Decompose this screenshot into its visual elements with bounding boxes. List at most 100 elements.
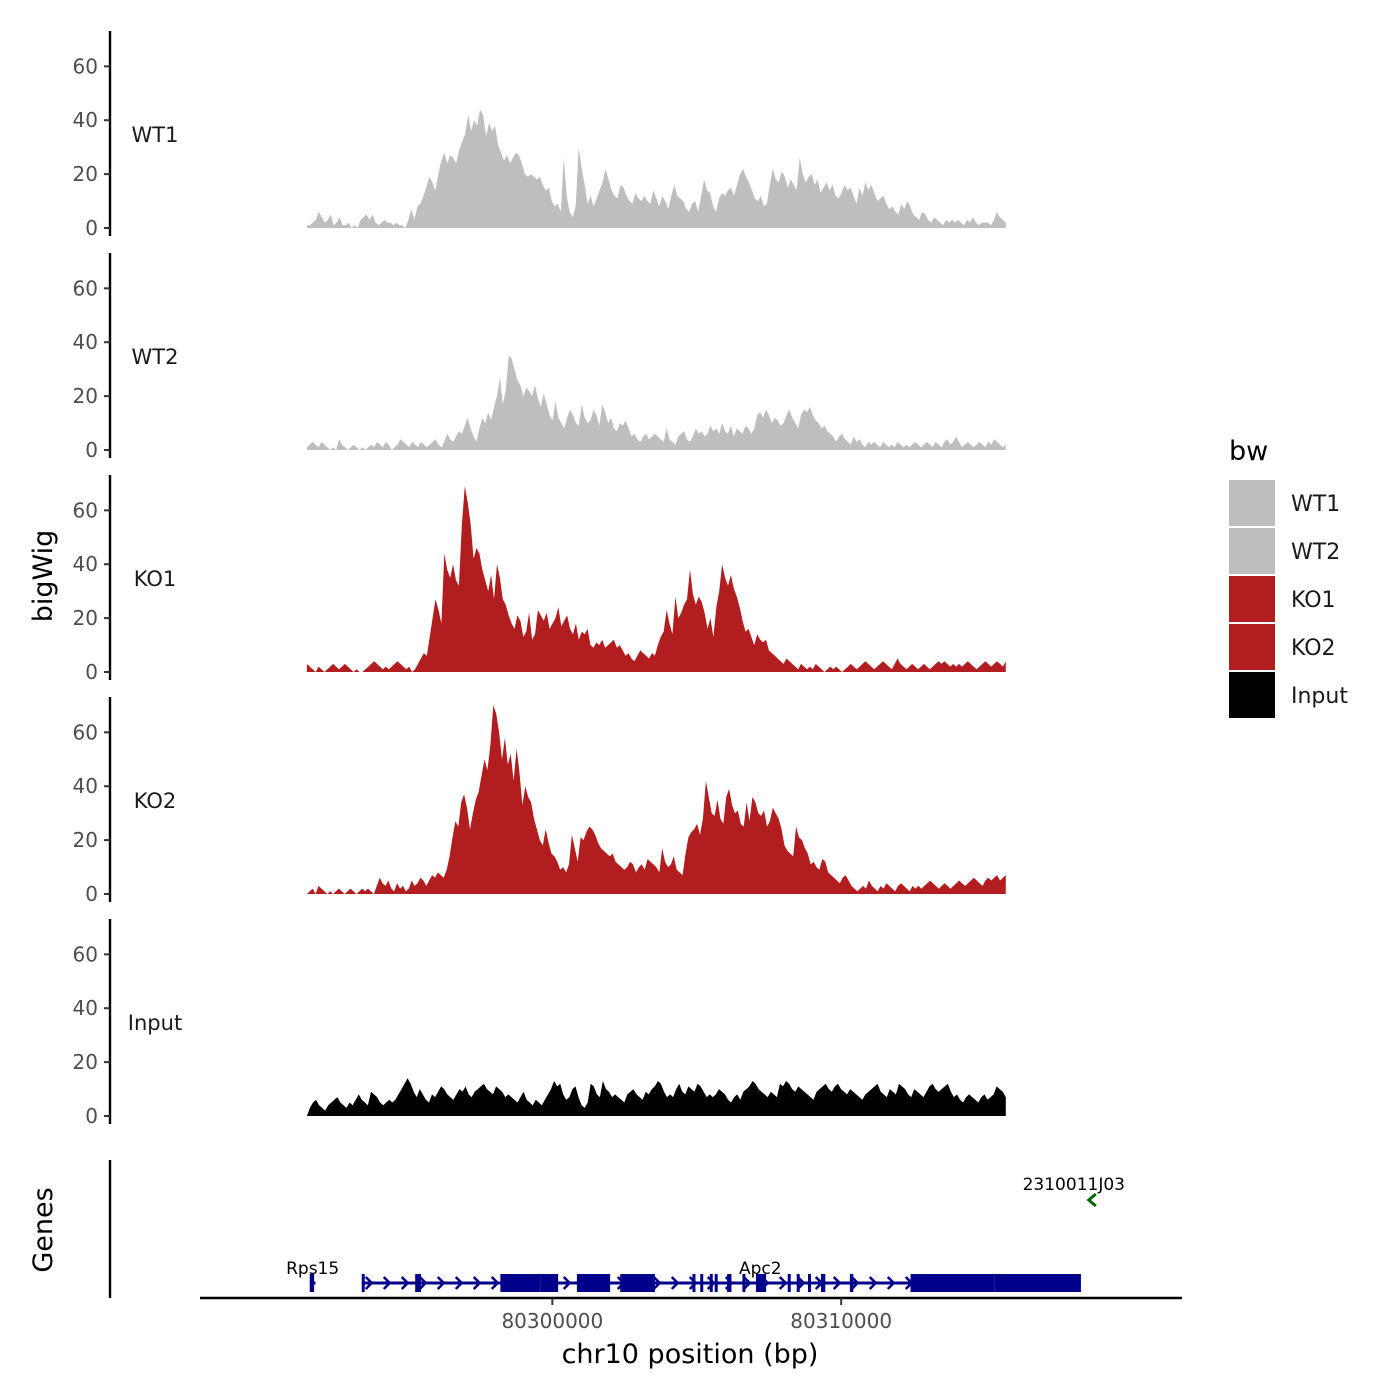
y-tick-label: 0: [85, 216, 98, 240]
area-input: [306, 1078, 1006, 1116]
legend-title: bw: [1229, 436, 1268, 467]
legend-label: WT2: [1291, 540, 1340, 565]
gene-exon: [755, 1274, 767, 1292]
panel-label: WT2: [132, 345, 179, 369]
gene-exon: [361, 1274, 365, 1292]
y-tick-label: 40: [73, 552, 98, 576]
y-tick-label: 60: [73, 942, 98, 966]
legend-swatch: [1229, 672, 1275, 718]
legend-label: KO1: [1291, 588, 1336, 613]
legend-item-wt2: WT2: [1229, 528, 1340, 574]
gene-exon: [787, 1274, 791, 1292]
gene-exon: [714, 1274, 718, 1292]
gene-exon: [849, 1274, 854, 1292]
gene-exon: [709, 1274, 713, 1292]
panel-label: WT1: [132, 123, 179, 147]
x-axis-title: chr10 position (bp): [562, 1339, 819, 1370]
gene-strand-arrow: [652, 1276, 662, 1290]
y-tick-label: 0: [85, 660, 98, 684]
panel-label: Input: [128, 1011, 182, 1035]
legend: bw WT1 WT2 KO1 KO2 Input: [1229, 436, 1348, 718]
area-ko1: [306, 486, 1006, 672]
legend-swatch: [1229, 576, 1275, 622]
y-tick-label: 60: [73, 720, 98, 744]
y-tick-label: 40: [73, 330, 98, 354]
gene-strand-arrow: [472, 1276, 482, 1290]
legend-swatch: [1229, 624, 1275, 670]
gene-strand-arrow: [850, 1276, 860, 1290]
gene-exon: [796, 1274, 800, 1292]
gene-exon: [994, 1274, 1081, 1292]
gene-strand-arrow: [670, 1276, 680, 1290]
legend-item-input: Input: [1229, 672, 1348, 718]
area-wt1: [306, 109, 1006, 228]
panel-wt2: 0 20 40 60 WT2: [73, 253, 1006, 462]
gene-strand-arrow: [886, 1276, 896, 1290]
y-tick-label: 20: [73, 606, 98, 630]
gene-label: 2310011J03: [1023, 1175, 1125, 1195]
gene-exon: [500, 1274, 541, 1292]
legend-item-ko1: KO1: [1229, 576, 1336, 622]
y-tick-label: 40: [73, 108, 98, 132]
x-axis: 80300000 80310000: [200, 1296, 1182, 1333]
gene-strand-arrow: [706, 1276, 716, 1290]
gene-strand-arrow: [742, 1276, 752, 1290]
panel-label: KO2: [134, 789, 177, 813]
gene-exon: [742, 1274, 746, 1292]
y-tick-label: 40: [73, 774, 98, 798]
gene-exon: [415, 1274, 421, 1292]
legend-item-ko2: KO2: [1229, 624, 1336, 670]
genes-track-title: Genes: [28, 1187, 59, 1272]
gene-exon: [820, 1274, 826, 1292]
gene-label: Apc2: [739, 1259, 782, 1279]
gene-2310011j03: 2310011J03: [1023, 1175, 1125, 1208]
gene-strand-arrow: [796, 1276, 806, 1290]
gene-strand-arrow: [868, 1276, 878, 1290]
gene-exon: [727, 1274, 732, 1292]
y-tick-label: 20: [73, 1050, 98, 1074]
y-tick-label: 0: [85, 1104, 98, 1128]
x-tick-label: 80310000: [790, 1309, 892, 1333]
gene-strand-arrow: [364, 1276, 374, 1290]
gene-strand-arrow: [454, 1276, 464, 1290]
gene-strand-arrow: [436, 1276, 446, 1290]
gene-exon: [620, 1274, 655, 1292]
x-tick-label: 80300000: [501, 1309, 603, 1333]
gene-strand-arrow: [1086, 1192, 1097, 1208]
gene-label: Rps15: [286, 1259, 339, 1279]
gene-exon: [576, 1274, 611, 1292]
gene-exon: [309, 1274, 315, 1292]
gene-strand-arrow: [490, 1276, 500, 1290]
panel-input: 0 20 40 60 Input: [73, 919, 1006, 1128]
legend-item-wt1: WT1: [1229, 480, 1340, 526]
y-tick-label: 20: [73, 828, 98, 852]
legend-swatch: [1229, 480, 1275, 526]
gene-strand-arrow: [418, 1276, 428, 1290]
panel-wt1: 0 20 40 60 WT1: [73, 31, 1006, 240]
y-tick-label: 20: [73, 384, 98, 408]
legend-label: KO2: [1291, 636, 1336, 661]
area-ko2: [306, 705, 1006, 894]
panel-ko1: 0 20 40 60 KO1: [73, 475, 1006, 684]
y-tick-label: 0: [85, 438, 98, 462]
legend-label: Input: [1291, 684, 1348, 709]
gene-strand-arrow: [778, 1276, 788, 1290]
gene-strand-arrow: [382, 1276, 392, 1290]
gene-exon: [700, 1274, 704, 1292]
gene-exon: [807, 1274, 811, 1292]
gene-strand-arrow: [562, 1276, 572, 1290]
area-wt2: [306, 355, 1006, 450]
legend-swatch: [1229, 528, 1275, 574]
legend-label: WT1: [1291, 492, 1340, 517]
y-tick-label: 0: [85, 882, 98, 906]
gene-rps15: Rps15: [286, 1259, 339, 1292]
gene-exon: [692, 1274, 696, 1292]
y-tick-label: 60: [73, 54, 98, 78]
gene-strand-arrow: [688, 1276, 698, 1290]
gene-strand-arrow: [400, 1276, 410, 1290]
y-axis-title: bigWig: [28, 530, 59, 623]
panel-label: KO1: [134, 567, 177, 591]
y-tick-label: 60: [73, 498, 98, 522]
gene-exon: [540, 1274, 559, 1292]
